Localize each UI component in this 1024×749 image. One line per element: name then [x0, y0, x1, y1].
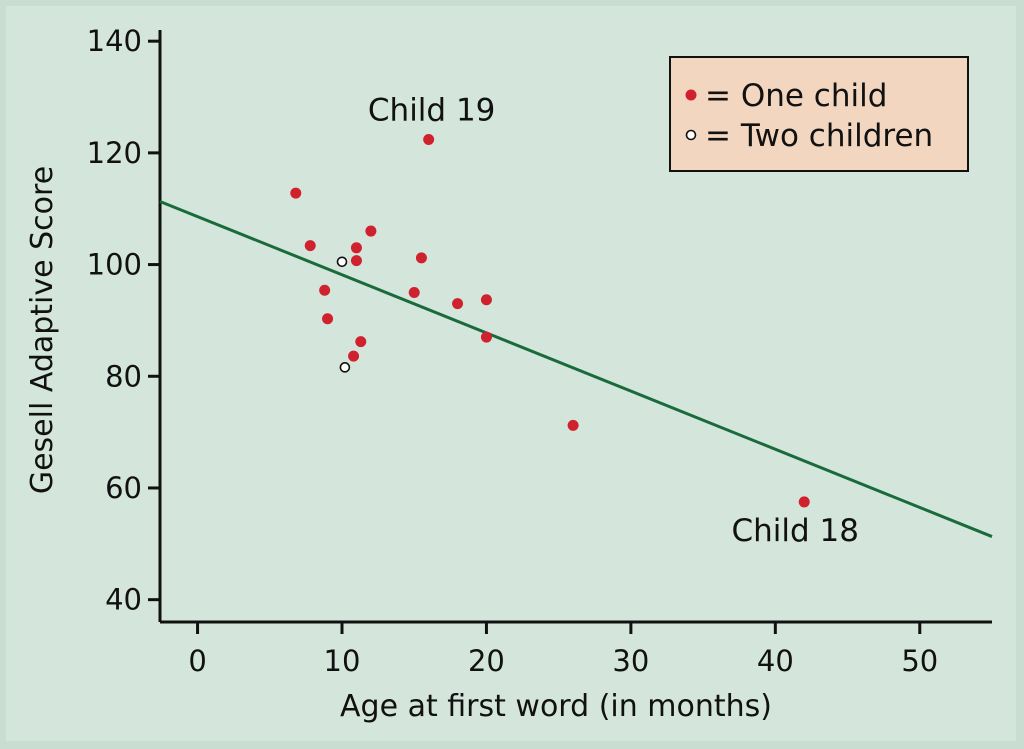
y-tick-label: 40: [105, 583, 142, 617]
point-one-child: [567, 419, 579, 431]
legend-marker-one-child: [685, 89, 697, 101]
x-tick-label: 10: [324, 644, 361, 678]
point-one-child: [290, 187, 302, 199]
point-one-child: [319, 284, 331, 296]
annotation-label: Child 19: [368, 92, 496, 128]
x-tick-label: 50: [901, 644, 938, 678]
y-tick-label: 140: [87, 24, 142, 58]
point-two-children: [336, 256, 348, 268]
point-one-child: [355, 336, 367, 348]
x-axis-title: Age at first word (in months): [340, 689, 772, 724]
annotation-label: Child 18: [731, 513, 859, 549]
point-two-children: [339, 362, 351, 373]
y-ticks: 40 60 80 100 120 140: [87, 24, 160, 617]
x-tick-label: 20: [468, 644, 505, 678]
point-one-child: [480, 294, 492, 306]
axes: 0 10 20 30 40 50 40 60 80 100 120 140: [87, 24, 992, 678]
y-tick-label: 60: [105, 471, 142, 505]
regression-line: [159, 200, 993, 538]
legend-marker-two-children: [685, 129, 697, 141]
point-one-child: [798, 496, 810, 508]
y-tick-label: 120: [87, 136, 142, 170]
y-tick-label: 100: [87, 248, 142, 282]
y-axis-title: Gesell Adaptive Score: [25, 166, 60, 494]
legend-box: [669, 56, 969, 172]
legend-label-two-children: = Two children: [705, 118, 933, 154]
point-one-child: [423, 133, 435, 145]
point-one-child: [348, 350, 360, 362]
legend: = One child = Two children: [669, 56, 969, 172]
point-one-child: [365, 225, 377, 237]
x-tick-label: 30: [612, 644, 649, 678]
point-one-child: [480, 331, 492, 343]
point-one-child: [304, 240, 316, 252]
point-one-child: [322, 313, 334, 325]
point-one-child: [350, 255, 362, 267]
point-one-child: [415, 252, 427, 264]
point-one-child: [408, 286, 420, 298]
annotations: Child 19 Child 18: [368, 92, 859, 548]
point-one-child: [350, 242, 362, 254]
y-tick-label: 80: [105, 359, 142, 393]
x-tick-label: 0: [188, 644, 206, 678]
x-ticks: 0 10 20 30 40 50: [188, 622, 938, 678]
data-points: [290, 133, 810, 508]
legend-label-one-child: = One child: [705, 78, 887, 114]
point-one-child: [452, 298, 464, 310]
x-tick-label: 40: [757, 644, 794, 678]
